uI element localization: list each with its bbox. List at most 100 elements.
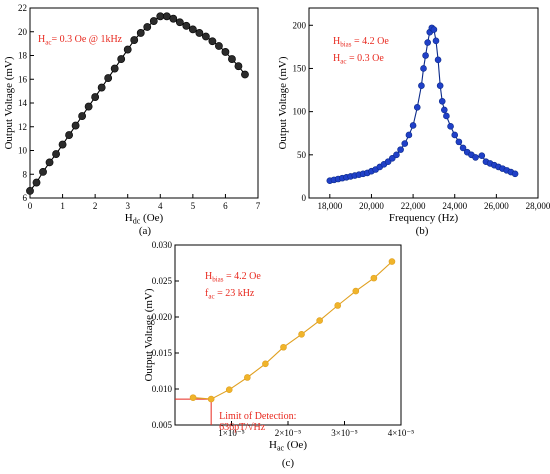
annotation-text-tail: = 0.3 Oe — [346, 53, 384, 64]
data-point — [71, 121, 80, 130]
data-point — [169, 14, 178, 23]
y-axis-label: Output Voltage (mV) — [143, 288, 155, 381]
data-point — [78, 112, 87, 120]
x-axis-label-base: H — [125, 212, 133, 224]
annotation-text-base: H — [333, 53, 340, 64]
data-point — [298, 330, 305, 338]
data-point — [424, 39, 431, 46]
x-tick-label: 1 — [60, 201, 65, 211]
y-tick-label: 22 — [18, 3, 27, 13]
x-axis-label: Hdc (Oe) — [125, 212, 164, 226]
x-tick-label: 3×10⁻⁵ — [331, 428, 357, 438]
data-point — [117, 55, 126, 63]
data-point — [234, 62, 243, 71]
x-tick-label: 4 — [158, 201, 163, 211]
data-point — [441, 106, 448, 114]
annotation-text: Hbias = 4.2 Oe — [333, 36, 389, 49]
series-line — [329, 27, 516, 182]
annotation-text-tail: = 23 kHz — [215, 288, 255, 299]
y-tick-label: 150 — [293, 63, 307, 73]
y-tick-label: 18 — [18, 51, 28, 61]
annotation-text: fac = 23 kHz — [205, 288, 255, 301]
y-tick-label: 16 — [18, 74, 28, 84]
data-point — [215, 42, 223, 50]
data-point — [182, 21, 191, 30]
data-point — [352, 287, 360, 295]
x-axis-label-tail: (Oe) — [140, 212, 163, 224]
data-point — [188, 25, 197, 34]
y-tick-label: 0.005 — [152, 420, 173, 430]
data-point — [455, 138, 463, 146]
data-point — [388, 154, 396, 162]
data-point — [244, 374, 251, 381]
data-point — [384, 158, 392, 166]
y-tick-label: 0.015 — [152, 348, 173, 358]
data-point — [397, 146, 404, 153]
data-point — [45, 158, 54, 167]
data-point — [221, 48, 230, 56]
data-point — [434, 56, 442, 64]
data-point — [405, 131, 413, 139]
data-point — [143, 23, 152, 31]
data-point — [511, 170, 519, 178]
data-point — [123, 45, 132, 54]
data-point — [280, 343, 287, 351]
x-tick-label: 2×10⁻⁵ — [275, 428, 301, 438]
y-tick-label: 6 — [23, 193, 28, 203]
annotation-text-sub: bias — [340, 41, 352, 49]
data-point — [393, 151, 400, 159]
y-tick-label: 100 — [293, 107, 307, 117]
data-point — [388, 258, 396, 265]
data-point — [195, 29, 204, 37]
data-point — [409, 122, 417, 129]
y-tick-label: 0 — [302, 193, 307, 203]
series-line — [29, 15, 246, 192]
y-axis-label: Output Voltage (mV) — [3, 56, 15, 149]
annotation-text-tail: = 0.3 Oe @ 1kHz — [51, 34, 122, 45]
x-tick-label: 0 — [28, 201, 33, 211]
data-point — [39, 167, 47, 176]
annotation-text-base: f — [205, 288, 209, 299]
y-tick-label: 0.020 — [152, 312, 173, 322]
y-axis-label: Output Voltage (mV) — [277, 56, 289, 149]
x-tick-label: 6 — [223, 201, 228, 211]
data-point — [52, 150, 60, 158]
data-point — [334, 302, 342, 309]
data-point — [149, 17, 158, 25]
data-point — [26, 186, 34, 195]
y-tick-label: 10 — [18, 146, 28, 156]
data-point — [208, 37, 217, 46]
x-tick-label: 7 — [256, 201, 261, 211]
plot-frame — [308, 7, 539, 199]
data-point — [438, 97, 446, 105]
annotation-text: Hbias = 4.2 Oe — [205, 271, 261, 284]
y-tick-label: 0.030 — [152, 240, 173, 250]
data-point — [104, 74, 113, 82]
x-tick-label: 3 — [125, 201, 130, 211]
panel-label: (c) — [282, 457, 295, 469]
data-point — [58, 140, 67, 149]
x-tick-label: 24,000 — [442, 201, 467, 211]
data-point — [91, 93, 100, 101]
data-point — [189, 394, 197, 401]
data-point — [136, 29, 145, 37]
annotation-text-tail: = 4.2 Oe — [224, 271, 262, 282]
x-tick-label: 20,000 — [359, 201, 384, 211]
x-axis-label: Frequency (Hz) — [389, 212, 459, 224]
annotation-text: Hac = 0.3 Oe — [333, 53, 384, 66]
annotation-text-sub: bias — [212, 276, 224, 284]
data-point — [228, 55, 236, 63]
data-point — [175, 18, 184, 27]
data-point — [84, 102, 93, 111]
lod-label: 636pT/√Hz — [219, 422, 266, 433]
annotation-text-base: H — [38, 34, 45, 45]
y-tick-label: 200 — [293, 20, 307, 30]
x-tick-label: 22,000 — [401, 201, 426, 211]
data-point — [413, 104, 421, 111]
data-point — [432, 37, 440, 45]
y-tick-label: 20 — [18, 27, 28, 37]
x-axis-label-base: H — [269, 439, 277, 451]
data-point — [418, 82, 425, 90]
annotation-text-sub: ac — [45, 39, 51, 47]
data-point — [97, 83, 106, 92]
